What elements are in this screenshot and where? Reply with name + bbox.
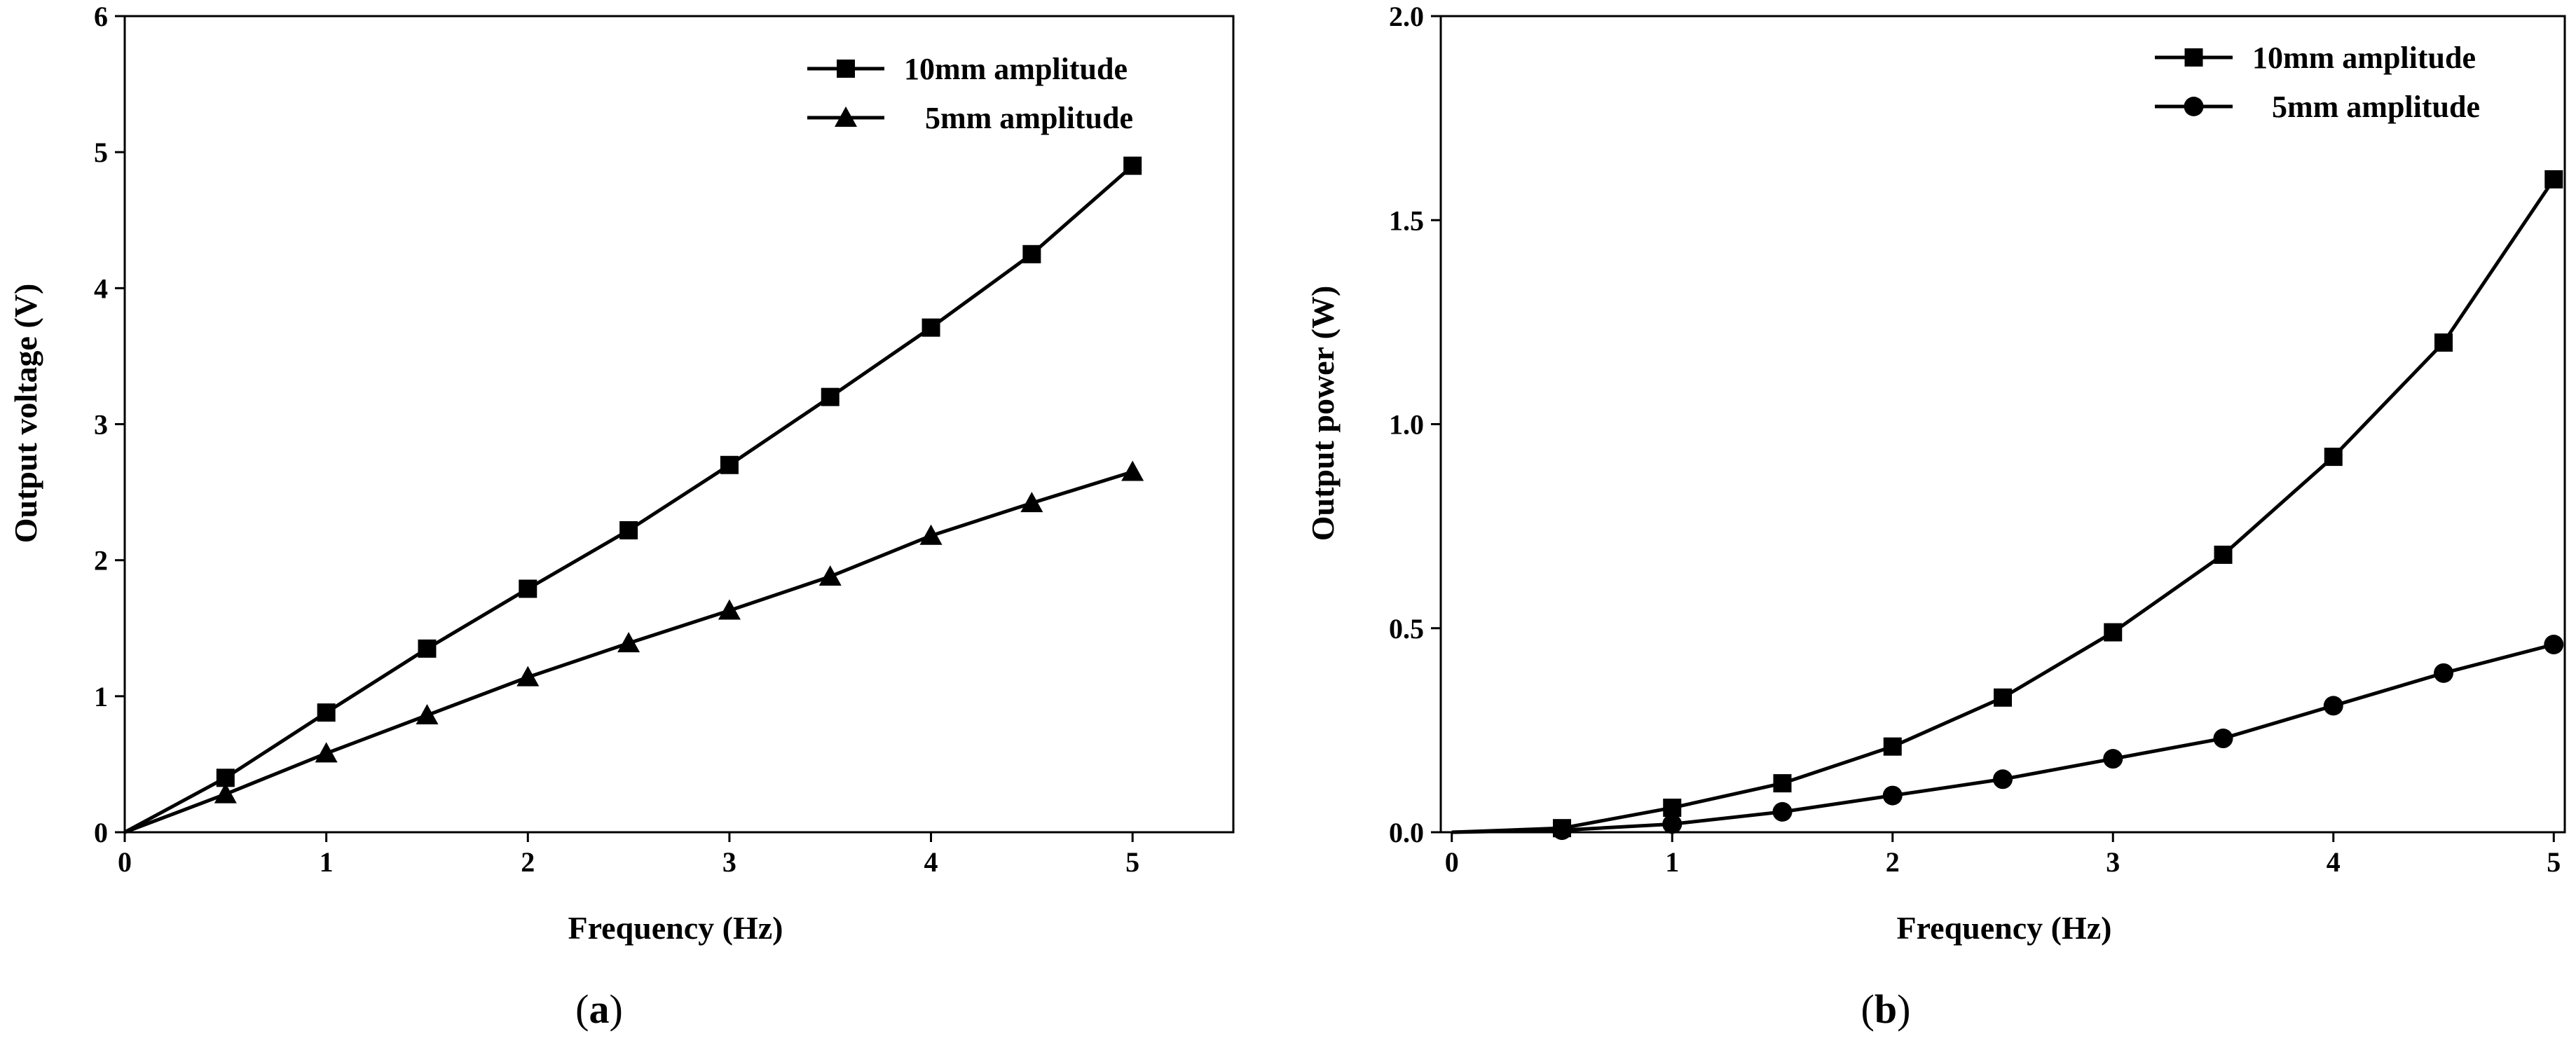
panel-b-caption: (b) — [1861, 986, 1911, 1032]
panel-b-series-1-point — [2434, 333, 2453, 352]
panel-a-y-tick-label: 1 — [94, 681, 108, 712]
panel-a-series-1-point — [418, 639, 437, 658]
panel-a-series-1 — [123, 156, 1142, 834]
panel-a-series-2-point — [1020, 492, 1043, 513]
panel-b-series-2-point — [2103, 749, 2123, 769]
panel-b-series-2-point — [2434, 663, 2454, 683]
panel-b-series-2 — [1451, 635, 2564, 841]
panel-a-legend-entry-2: 5mm amplitude — [807, 101, 1133, 135]
panel-a-x-axis-title: Frequency (Hz) — [568, 910, 783, 946]
panel-b-plot-frame — [1439, 15, 2566, 834]
panel-a-series-1-point — [619, 520, 638, 539]
panel-a-series-2-point — [818, 565, 842, 586]
panel-a-legend-entry-1: 10mm amplitude — [807, 52, 1128, 86]
panel-a-legend-swatch-marker — [835, 106, 857, 127]
panel-b-y-tick-label: 2.0 — [1389, 1, 1424, 32]
panel-a-x-tick-label: 4 — [924, 846, 938, 878]
panel-a-series-1-point — [1022, 244, 1041, 263]
panel-b-series-2-point — [1662, 814, 1683, 834]
panel-b-series-2-point — [2544, 635, 2564, 655]
panel-b-series-2-point — [1993, 769, 2013, 790]
panel-b-x-tick-label: 3 — [2106, 846, 2120, 878]
panel-a-y-axis-title: Output voltage (V) — [8, 284, 43, 544]
panel-b-series-2-point — [1772, 801, 1793, 822]
panel-a-x-tick-label: 2 — [521, 846, 535, 878]
panel-a-y-tick-label: 3 — [94, 409, 108, 441]
panel-b-y-axis-title: Output power (W) — [1305, 286, 1341, 542]
panel-b-legend-label: 5mm amplitude — [2272, 90, 2480, 124]
panel-b-series-1-point — [1773, 774, 1792, 793]
panel-b-chart: Frequency (Hz) Output power (W) 0 1 2 3 4 5 0.… — [1305, 1, 2566, 946]
panel-a-x-tick-label: 1 — [320, 846, 334, 878]
panel-b-x-tick-label: 2 — [1886, 846, 1900, 878]
panel-b-series-1 — [1451, 170, 2563, 838]
panel-a-series-2-point — [718, 599, 741, 620]
panel-a-caption: (a) — [575, 986, 623, 1032]
panel-a-y-tick-label: 6 — [94, 1, 108, 32]
panel-a-series-2-point — [214, 783, 237, 804]
panel-b-series-1-line — [1451, 178, 2556, 834]
panel-a-series-2 — [124, 460, 1144, 834]
panel-a-plot-frame — [123, 15, 1235, 834]
panel-b-series-1-point — [1883, 737, 1902, 756]
panel-b-series-1-point — [1994, 688, 2012, 707]
panel-a-series-1-point — [720, 455, 739, 474]
panel-b-x-tick-label: 1 — [1665, 846, 1679, 878]
panel-a-series-2-point — [919, 524, 943, 545]
panel-b-series-1-point — [2324, 448, 2343, 467]
panel-b-series-1-point — [1663, 799, 1682, 818]
panel-a-legend-label: 10mm amplitude — [904, 52, 1128, 86]
panel-a-chart: Frequency (Hz) Output voltage (V) 0 1 2 3 4 5… — [8, 1, 1235, 946]
panel-b-series-2-point — [2213, 729, 2233, 749]
panel-a-x-tick-label: 0 — [118, 846, 132, 878]
panel-b-legend-entry-2: 5mm amplitude — [2155, 90, 2480, 124]
panel-b-x-tick-label: 4 — [2327, 846, 2341, 878]
panel-b-series-2-point — [2323, 696, 2343, 716]
panel-b-legend-swatch-marker — [2184, 97, 2204, 116]
panel-b-series-2-point — [1882, 785, 1903, 806]
panel-b-y-tick-label: 0.5 — [1389, 613, 1424, 644]
panel-a-series-2-point — [416, 704, 439, 725]
panel-b-legend-entry-1: 10mm amplitude — [2155, 41, 2476, 75]
panel-a-legend-swatch-marker — [837, 60, 855, 78]
panel-a-series-1-point — [922, 318, 940, 337]
panel-b-series-1-point — [2544, 170, 2563, 188]
panel-b-series-2-line — [1451, 642, 2554, 834]
panel-a-y-tick-label: 4 — [94, 273, 108, 304]
panel-a-series-2-point — [516, 666, 540, 687]
panel-a-series-1-point — [1123, 156, 1142, 175]
panel-a-series-1-line — [123, 164, 1134, 834]
panel-a-series-1-point — [317, 703, 336, 722]
panel-b-legend-swatch-marker — [2184, 48, 2203, 67]
panel-b-y-tick-label: 1.0 — [1389, 409, 1424, 441]
panel-b-y-tick-label: 0.0 — [1389, 817, 1424, 848]
panel-b-series-1-point — [2104, 623, 2123, 642]
panel-a-series-2-point — [315, 742, 338, 763]
panel-a-series-2-point — [1121, 460, 1144, 481]
panel-a-series-2-point — [617, 632, 640, 653]
panel-b-y-tick-label: 1.5 — [1389, 205, 1424, 236]
panel-b-series-1-point — [2214, 545, 2233, 564]
panel-a-y-tick-label: 5 — [94, 137, 108, 168]
panel-a-series-1-point — [821, 387, 840, 406]
panel-b-series-2-point — [1551, 820, 1572, 841]
panel-b-legend-label: 10mm amplitude — [2252, 41, 2476, 75]
panel-a-y-tick-label: 2 — [94, 545, 108, 577]
panel-b-x-axis-title: Frequency (Hz) — [1896, 910, 2111, 946]
panel-b-x-tick-label: 5 — [2547, 846, 2561, 878]
panel-a-series-1-point — [519, 579, 537, 598]
panel-a-x-tick-label: 3 — [722, 846, 737, 878]
panel-b-x-tick-label: 0 — [1445, 846, 1459, 878]
panel-a-x-tick-label: 5 — [1125, 846, 1139, 878]
panel-a-legend-label: 5mm amplitude — [925, 101, 1133, 135]
panel-a-y-tick-label: 0 — [94, 817, 108, 848]
